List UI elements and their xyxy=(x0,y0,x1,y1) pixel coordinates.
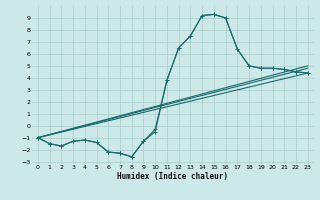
X-axis label: Humidex (Indice chaleur): Humidex (Indice chaleur) xyxy=(117,172,228,181)
